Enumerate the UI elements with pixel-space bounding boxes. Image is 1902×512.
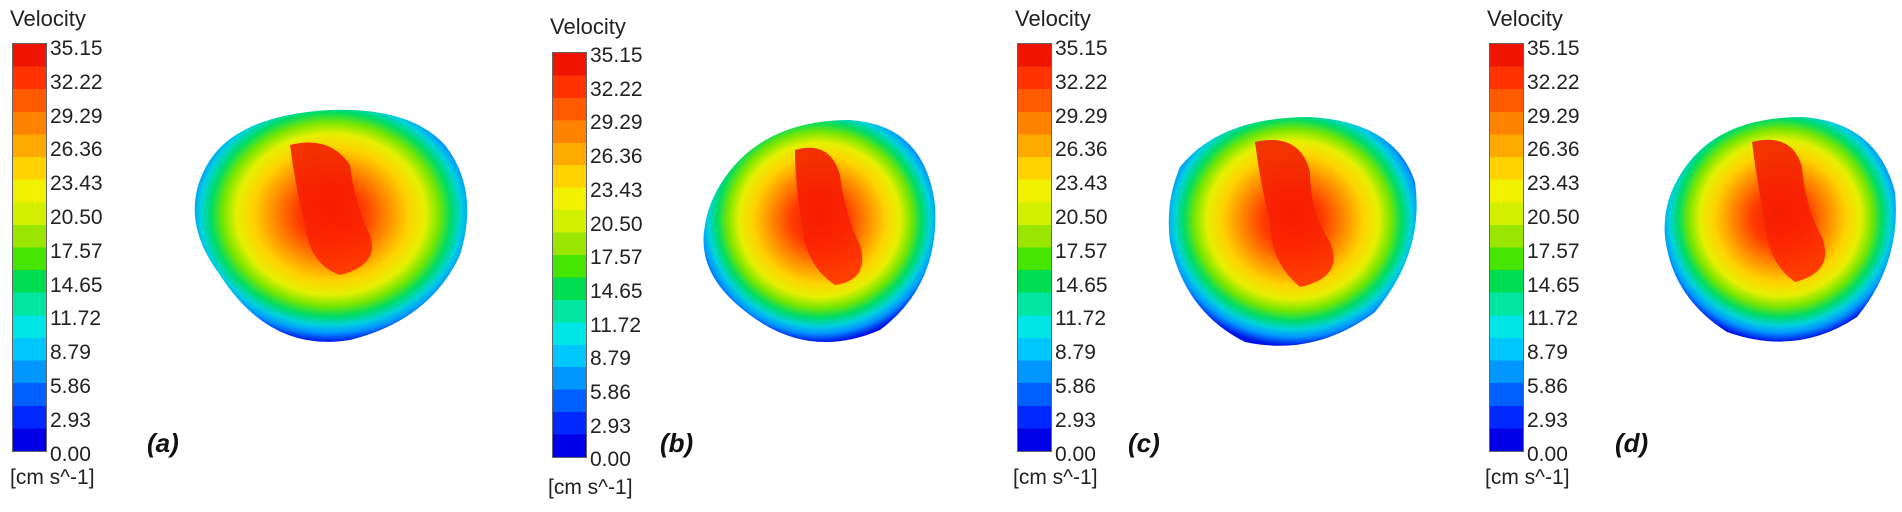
- colorbar: [552, 52, 587, 458]
- tick-label: 32.22: [1055, 70, 1108, 94]
- tick-label: 8.79: [1527, 341, 1568, 365]
- units-label: [cm s^-1]: [548, 476, 633, 499]
- tick-label: 20.50: [590, 212, 643, 236]
- legend-title: Velocity: [10, 6, 86, 31]
- tick-label: 20.50: [1527, 206, 1580, 229]
- panel-a: Velocity [cm s^-1] (a) 35.15 32.22 29.29 26…: [0, 0, 475, 512]
- velocity-contour: [703, 120, 936, 342]
- tick-label: 8.79: [590, 347, 631, 371]
- velocity-contour: [1664, 117, 1896, 342]
- tick-label: 29.29: [50, 104, 103, 128]
- tick-label: 0.00: [50, 442, 91, 466]
- tick-label: 8.79: [50, 341, 91, 365]
- tick-label: 23.43: [1055, 172, 1108, 196]
- tick-label: 20.50: [1055, 206, 1108, 229]
- tick-label: 26.36: [590, 145, 643, 169]
- tick-label: 32.22: [50, 70, 103, 94]
- tick-label: 0.00: [1055, 442, 1096, 466]
- tick-label: 26.36: [1055, 138, 1108, 162]
- legend-title: Velocity: [1487, 6, 1563, 31]
- tick-label: 17.57: [590, 246, 643, 270]
- tick-label: 5.86: [50, 375, 91, 398]
- tick-label: 2.93: [50, 408, 91, 432]
- tick-label: 29.29: [1055, 104, 1108, 128]
- tick-label: 26.36: [50, 138, 103, 162]
- tick-label: 20.50: [50, 206, 103, 229]
- tick-label: 14.65: [590, 279, 643, 303]
- panel-label: (b): [660, 428, 694, 458]
- tick-label: 11.72: [1527, 307, 1578, 331]
- panel-d: Velocity [cm s^-1] (d) 35.15 32.22 29.29 26…: [1425, 0, 1900, 512]
- colorbar: [1489, 43, 1524, 452]
- tick-label: 2.93: [1527, 408, 1568, 432]
- tick-label: 11.72: [1055, 307, 1106, 331]
- units-label: [cm s^-1]: [1013, 466, 1098, 489]
- tick-label: 26.36: [1527, 138, 1580, 162]
- legend-title: Velocity: [1015, 6, 1091, 31]
- tick-label: 5.86: [1055, 375, 1096, 398]
- tick-label: 35.15: [50, 37, 103, 60]
- tick-label: 23.43: [590, 178, 643, 202]
- tick-label: 8.79: [1055, 341, 1096, 365]
- tick-label: 11.72: [590, 313, 641, 337]
- tick-label: 29.29: [590, 111, 643, 135]
- colorbar: [1017, 43, 1052, 452]
- tick-label: 35.15: [590, 44, 643, 67]
- tick-label: 5.86: [590, 381, 631, 404]
- tick-label: 32.22: [590, 77, 643, 101]
- tick-label: 14.65: [1527, 273, 1580, 297]
- tick-label: 0.00: [590, 448, 631, 472]
- tick-label: 2.93: [1055, 408, 1096, 432]
- tick-label: 32.22: [1527, 70, 1580, 94]
- tick-label: 23.43: [1527, 172, 1580, 196]
- tick-label: 2.93: [590, 414, 631, 438]
- tick-label: 14.65: [1055, 273, 1108, 297]
- tick-label: 29.29: [1527, 104, 1580, 128]
- panel-label: (c): [1128, 428, 1160, 458]
- tick-label: 35.15: [1527, 37, 1580, 60]
- velocity-contour: [1168, 117, 1417, 346]
- colorbar: [12, 43, 47, 452]
- panel-c: Velocity [cm s^-1] (c) 35.15 32.22 29.29 26…: [950, 0, 1425, 512]
- panel-label: (a): [147, 428, 179, 458]
- tick-label: 23.43: [50, 172, 103, 196]
- tick-label: 0.00: [1527, 442, 1568, 466]
- panel-label: (d): [1615, 428, 1649, 458]
- legend-title: Velocity: [550, 14, 626, 39]
- units-label: [cm s^-1]: [10, 466, 95, 489]
- tick-label: 35.15: [1055, 37, 1108, 60]
- tick-label: 11.72: [50, 307, 101, 331]
- tick-label: 17.57: [50, 239, 103, 263]
- tick-label: 17.57: [1055, 239, 1108, 263]
- panel-b: Velocity [cm s^-1] (b) 35.15 32.22 29.29 26…: [475, 0, 950, 512]
- tick-label: 5.86: [1527, 375, 1568, 398]
- tick-label: 17.57: [1527, 239, 1580, 263]
- tick-label: 14.65: [50, 273, 103, 297]
- velocity-contour: [194, 109, 468, 342]
- units-label: [cm s^-1]: [1485, 466, 1570, 489]
